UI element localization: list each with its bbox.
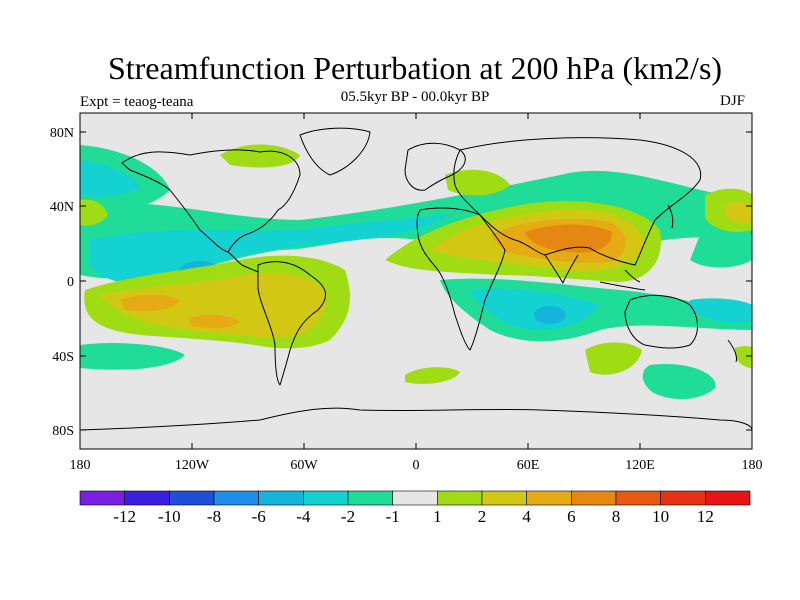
colorbar-label-7: 1 bbox=[433, 507, 442, 526]
lon-label-180e: 180 bbox=[742, 458, 763, 473]
lat-label-40N: 40N bbox=[50, 200, 74, 215]
contour-pos-south-atlantic bbox=[405, 367, 460, 384]
colorbar-box-9 bbox=[481, 490, 527, 506]
colorbar-box-5 bbox=[303, 490, 349, 506]
lon-labels: 180 120W 60W 0 60E 120E 180 bbox=[70, 458, 763, 473]
colorbar-box-12 bbox=[615, 490, 661, 506]
colorbar-box-7 bbox=[392, 490, 438, 506]
colorbar-label-2: -8 bbox=[207, 507, 221, 526]
colorbar-label-11: 8 bbox=[612, 507, 621, 526]
lon-label-60w: 60W bbox=[290, 458, 318, 473]
map-title: Streamfunction Perturbation at 200 hPa (… bbox=[107, 50, 723, 86]
lat-label-0: 0 bbox=[67, 275, 74, 290]
colorbar-label-5: -2 bbox=[341, 507, 355, 526]
colorbar-box-8 bbox=[437, 490, 483, 506]
contour-cyan-south-indian bbox=[470, 288, 600, 330]
colorbar: -12 -10 -8 -6 -4 -2 -1 1 2 4 6 8 10 12 bbox=[79, 490, 751, 526]
lon-label-120e: 120E bbox=[625, 458, 655, 473]
colorbar-label-6: -1 bbox=[386, 507, 400, 526]
colorbar-label-10: 6 bbox=[567, 507, 576, 526]
lat-label-80N: 80N bbox=[50, 126, 74, 141]
contour-neg-south-indian bbox=[642, 364, 716, 400]
coast-india bbox=[544, 254, 579, 284]
contour-cyan-east bbox=[690, 298, 752, 323]
coast-south-america bbox=[257, 261, 327, 386]
coastlines bbox=[80, 127, 752, 431]
contour-pos-north-pacific-yellow bbox=[725, 202, 752, 224]
contour-pos-south-pacific-yellow bbox=[100, 273, 327, 338]
coast-australia bbox=[624, 295, 698, 349]
coast-indonesia bbox=[599, 269, 646, 291]
colorbar-box-11 bbox=[571, 490, 617, 506]
contour-blue-indian-core bbox=[534, 306, 566, 324]
period-label: 05.5kyr BP - 00.0kyr BP bbox=[340, 89, 490, 105]
colorbar-box-13 bbox=[660, 490, 706, 506]
colorbar-label-1: -10 bbox=[158, 507, 181, 526]
lon-label-180w: 180 bbox=[70, 458, 91, 473]
lon-label-60e: 60E bbox=[517, 458, 540, 473]
contour-pos-pacific-west bbox=[80, 199, 108, 226]
colorbar-box-3 bbox=[213, 490, 259, 506]
colorbar-label-13: 12 bbox=[697, 507, 714, 526]
lat-label-40S: 40S bbox=[52, 350, 74, 365]
contour-pos-south-indian bbox=[585, 342, 642, 375]
colorbar-label-4: -4 bbox=[296, 507, 311, 526]
colorbar-box-4 bbox=[258, 490, 304, 506]
colorbar-label-9: 4 bbox=[522, 507, 531, 526]
coast-africa bbox=[416, 207, 506, 351]
colorbar-box-2 bbox=[169, 490, 215, 506]
coast-japan bbox=[667, 204, 674, 229]
coast-asia bbox=[453, 137, 702, 266]
coast-antarctica bbox=[80, 407, 752, 431]
coast-north-america bbox=[121, 149, 301, 253]
coast-new-zealand bbox=[727, 339, 737, 363]
contour-pos-asia-orange bbox=[525, 224, 612, 253]
contour-neg-south-pacific bbox=[80, 343, 185, 370]
contour-neg-east-pacific bbox=[690, 226, 752, 268]
colorbar-label-12: 10 bbox=[652, 507, 669, 526]
colorbar-label-0: -12 bbox=[113, 507, 136, 526]
contour-pos-south-pacific-gold bbox=[190, 314, 240, 329]
colorbar-box-10 bbox=[526, 490, 572, 506]
contour-pos-north-atlantic bbox=[445, 169, 510, 196]
contour-cyan-atlantic bbox=[90, 215, 450, 286]
map-field bbox=[80, 113, 752, 449]
colorbar-box-1 bbox=[124, 490, 170, 506]
contour-pos-pacific-gold bbox=[120, 294, 180, 312]
colorbar-box-14 bbox=[705, 490, 751, 506]
contour-cyan-north-pacific bbox=[80, 160, 140, 197]
lat-labels: 80N 40N 0 40S 80S bbox=[50, 126, 74, 439]
coast-central-america bbox=[227, 251, 259, 273]
season-label: DJF bbox=[720, 93, 746, 109]
coast-europe bbox=[404, 142, 466, 191]
axis-ticks bbox=[79, 113, 753, 449]
colorbar-label-3: -6 bbox=[252, 507, 266, 526]
colorbar-label-8: 2 bbox=[478, 507, 487, 526]
coast-greenland bbox=[299, 127, 371, 176]
colorbar-box-0 bbox=[79, 490, 125, 506]
experiment-label: Expt = teaog-teana bbox=[80, 94, 194, 110]
colorbar-box-6 bbox=[347, 490, 393, 506]
contour-pos-far-east bbox=[735, 346, 752, 368]
lat-label-80S: 80S bbox=[52, 424, 74, 439]
lon-label-0: 0 bbox=[413, 458, 420, 473]
lon-label-120w: 120W bbox=[175, 458, 210, 473]
